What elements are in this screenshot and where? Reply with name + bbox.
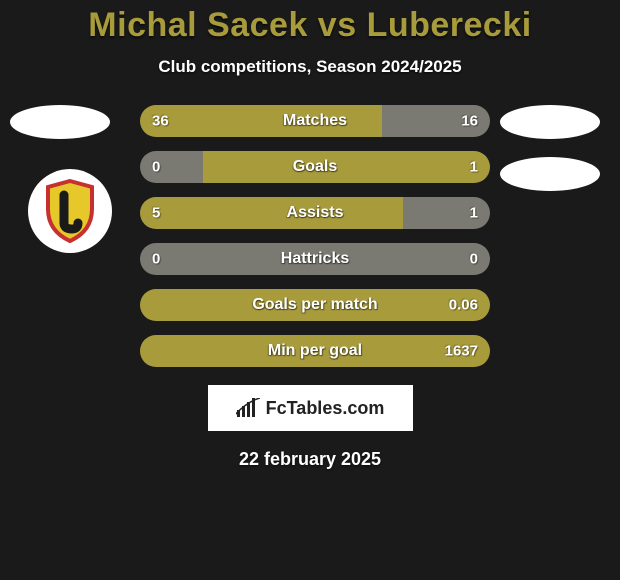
stat-value-right: 1 xyxy=(470,205,478,222)
player2-club-placeholder xyxy=(500,157,600,191)
stat-value-left: 0 xyxy=(152,251,160,268)
stat-value-right: 0 xyxy=(470,251,478,268)
stat-label: Min per goal xyxy=(268,342,362,360)
player1-logo-placeholder xyxy=(10,105,110,139)
stat-row: 0 1 Goals xyxy=(140,151,490,183)
subtitle: Club competitions, Season 2024/2025 xyxy=(0,57,620,77)
player1-club-logo xyxy=(28,169,112,253)
stat-row: 1637 Min per goal xyxy=(140,335,490,367)
stat-value-left: 5 xyxy=(152,205,160,222)
stat-value-left: 36 xyxy=(152,113,169,130)
shield-icon xyxy=(42,179,98,243)
stat-label: Matches xyxy=(283,112,347,130)
stat-value-right: 16 xyxy=(461,113,478,130)
stat-value-right: 1 xyxy=(470,159,478,176)
date-label: 22 february 2025 xyxy=(0,449,620,470)
stat-label: Goals xyxy=(293,158,337,176)
attribution-text: FcTables.com xyxy=(266,398,385,419)
stat-row: 0 0 Hattricks xyxy=(140,243,490,275)
stat-value-right: 0.06 xyxy=(449,297,478,314)
stat-row: 0.06 Goals per match xyxy=(140,289,490,321)
stat-label: Hattricks xyxy=(281,250,349,268)
stat-bar-right xyxy=(203,151,490,183)
page-title: Michal Sacek vs Luberecki xyxy=(0,0,620,45)
bar-chart-icon xyxy=(236,398,260,418)
stat-bar-left xyxy=(140,197,403,229)
stat-bar-left xyxy=(140,151,203,183)
comparison-chart: 36 16 Matches 0 1 Goals 5 1 Assists 0 0 Hattricks 0.… xyxy=(0,105,620,367)
attribution-badge[interactable]: FcTables.com xyxy=(208,385,413,431)
stat-row: 36 16 Matches xyxy=(140,105,490,137)
stat-value-right: 1637 xyxy=(445,343,478,360)
player2-logo-placeholder xyxy=(500,105,600,139)
stat-row: 5 1 Assists xyxy=(140,197,490,229)
stat-label: Goals per match xyxy=(252,296,377,314)
stat-label: Assists xyxy=(287,204,344,222)
stat-value-left: 0 xyxy=(152,159,160,176)
